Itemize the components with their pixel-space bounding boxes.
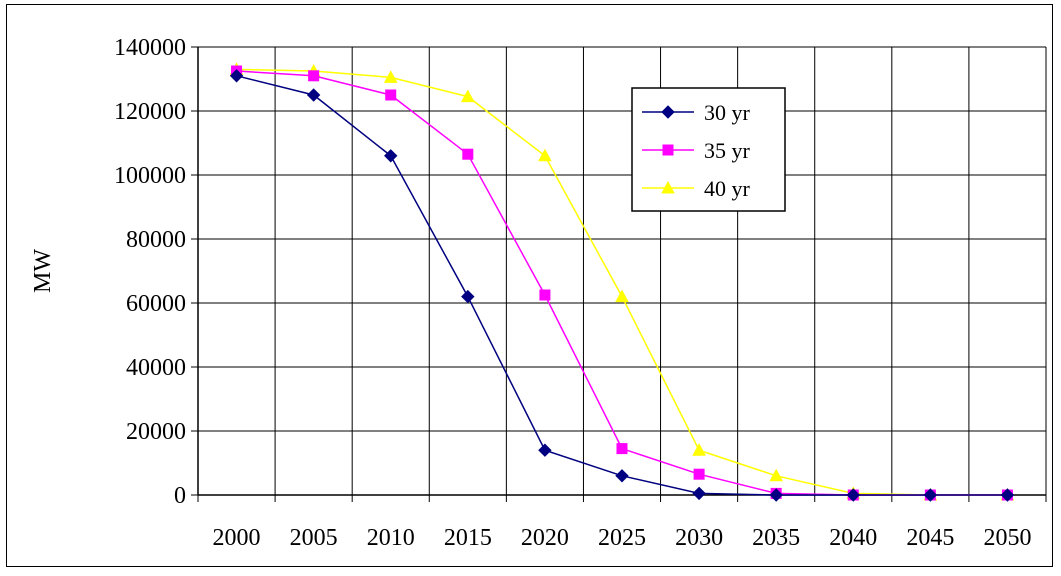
chart-frame (6, 4, 1053, 567)
x-tick-label: 2015 (444, 525, 492, 551)
data-point (385, 89, 397, 101)
x-tick-label: 2030 (675, 525, 723, 551)
data-point (383, 70, 398, 83)
y-tick-label: 60000 (126, 291, 186, 317)
x-tick-label: 2025 (598, 525, 646, 551)
x-tick-label: 2000 (213, 525, 261, 551)
legend-label: 30 yr (704, 100, 751, 125)
legend-label: 40 yr (704, 176, 751, 201)
axes (191, 46, 1047, 502)
x-tick-label: 2010 (367, 525, 415, 551)
legend-swatch-marker (661, 105, 675, 119)
data-point (1000, 488, 1015, 502)
data-point (461, 289, 475, 304)
data-point (538, 443, 552, 457)
x-tick-label: 2045 (906, 525, 954, 551)
y-tick-label: 80000 (126, 227, 186, 253)
tick-labels: 0 20000 40000 60000 80000 100000 120000 140000 2… (114, 35, 1031, 551)
series-35-yr (231, 65, 1013, 501)
legend: 30 yr 35 yr 40 yr (631, 87, 786, 212)
y-tick-label: 140000 (114, 35, 186, 61)
data-point (462, 148, 474, 160)
series-40-yr (229, 62, 1015, 501)
data-point (693, 468, 705, 480)
data-point (616, 443, 628, 455)
legend-label: 35 yr (704, 138, 751, 163)
y-tick-label: 100000 (114, 163, 186, 189)
data-point (460, 89, 475, 103)
data-point (923, 488, 938, 502)
data-point (615, 289, 629, 303)
data-point (229, 69, 244, 83)
data-point (615, 469, 629, 483)
x-tick-label: 2020 (521, 525, 569, 551)
data-point (384, 149, 398, 163)
grid (197, 46, 1047, 496)
x-tick-label: 2005 (290, 525, 338, 551)
data-point (692, 443, 706, 456)
legend-swatch-marker (661, 180, 675, 194)
y-tick-label: 20000 (126, 419, 186, 445)
data-point (306, 88, 321, 102)
data-point (692, 486, 706, 501)
data-point (846, 488, 860, 502)
series-group (229, 62, 1015, 502)
y-tick-label: 0 (174, 483, 186, 509)
data-point (539, 289, 551, 301)
data-point (308, 70, 320, 82)
data-point (769, 468, 784, 482)
x-tick-label: 2040 (829, 525, 877, 551)
series-30-yr (229, 69, 1015, 502)
data-point (538, 148, 552, 162)
y-tick-label: 120000 (114, 99, 186, 125)
data-point (769, 488, 783, 502)
x-tick-label: 2050 (983, 525, 1031, 551)
x-tick-label: 2035 (752, 525, 800, 551)
y-tick-label: 40000 (126, 355, 186, 381)
y-axis-label: MW (30, 249, 56, 293)
legend-swatch-marker (662, 144, 674, 156)
